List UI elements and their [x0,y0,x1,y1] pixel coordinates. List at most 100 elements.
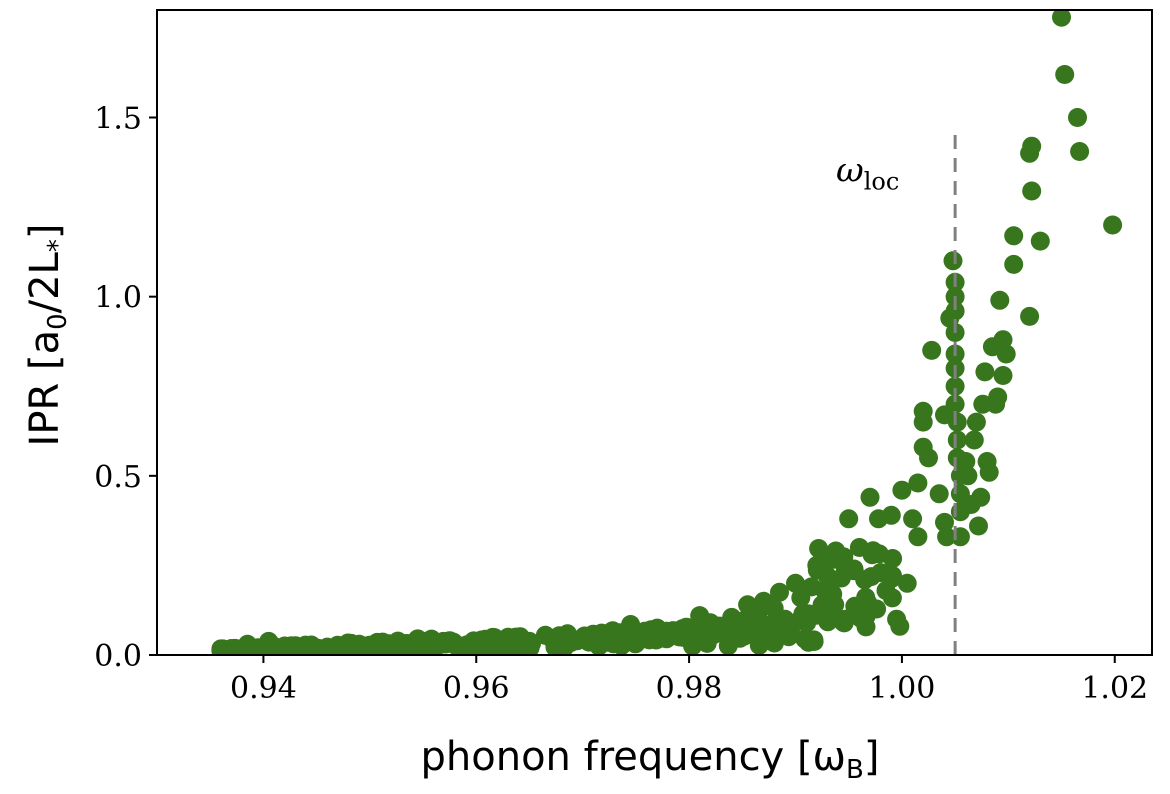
scatter-point [937,527,957,547]
scatter-point [839,509,859,529]
scatter-point [770,582,789,602]
scatter-points [211,10,1123,655]
scatter-point [956,452,976,471]
y-axis-title: IPR [a0/2L*] [22,224,73,447]
scatter-point [919,448,938,468]
x-tick-label: 1.00 [869,671,936,706]
scatter-point [504,628,523,648]
x-axis-title-main: phonon frequency [ω [421,734,847,780]
scatter-point [856,617,876,637]
x-axis-title-subscript: B [846,755,864,785]
scatter-point [333,639,353,655]
scatter-point [964,430,984,450]
scatter-point [663,621,683,641]
scatter-point [947,430,967,450]
scatter-point [1030,231,1050,251]
scatter-point [1022,181,1042,201]
scatter-point [488,634,507,654]
scatter-point [908,527,928,547]
y-axis-title-rest: /2L [22,251,68,313]
scatter-point [779,627,799,647]
x-tick-label: 1.02 [1081,671,1148,706]
scatter-point [456,637,476,655]
x-tick-label: 0.94 [230,671,297,706]
scatter-point [679,620,699,640]
scatter-point [881,505,901,525]
scatter-point [958,466,978,486]
scatter-point [979,462,999,482]
y-axis: 0.0 0.5 1.0 1.5 [94,102,157,674]
scatter-point [1068,108,1087,127]
y-tick-label: 1.5 [94,102,142,137]
x-axis-title-close: ] [864,734,880,780]
scatter-point [823,584,843,604]
scatter-point [732,611,752,631]
scatter-point [876,581,896,600]
scatter-point [935,512,954,532]
scatter-point [824,607,844,627]
scatter-point [945,301,965,321]
scatter-point [890,616,910,636]
scatter-point [802,577,821,597]
x-tick-label: 0.98 [656,671,723,706]
scatter-point [797,613,817,633]
scatter-point [301,635,321,655]
y-tick-label: 1.0 [94,281,142,316]
scatter-point [349,634,369,654]
scatter-point [845,596,865,616]
scatter-point [996,344,1016,364]
omega-loc-annotation: ωloc [836,150,899,195]
x-axis-title: phonon frequency [ωB] [421,734,880,785]
scatter-point [892,480,912,500]
scatter-point [971,487,991,507]
scatter-point [945,394,965,414]
scatter-point [1004,226,1024,246]
scatter-point [631,625,651,645]
y-tick-label: 0.0 [94,639,142,674]
scatter-point [472,630,492,650]
scatter-point [317,637,337,655]
scatter-point [1020,306,1040,326]
scatter-point [520,631,539,651]
scatter-point [947,412,967,432]
scatter-point [786,573,805,593]
scatter-point [913,401,933,421]
scatter-point [1070,142,1090,161]
scatter-point [440,631,460,651]
scatter-point [809,539,829,558]
scatter-point [871,563,891,583]
scatter-point [551,629,571,649]
scatter-point [975,362,995,382]
scatter-point [969,516,988,536]
y-axis-title-close: ] [22,224,68,240]
scatter-point [795,629,815,649]
omega-loc-symbol: ω [836,150,864,190]
scatter-point [365,636,385,655]
scatter-point [929,484,949,504]
scatter-point [908,473,928,493]
scatter-point [535,625,555,645]
scatter-point [275,636,295,655]
scatter-point [855,570,875,590]
scatter-point [990,290,1010,310]
scatter-point [1055,65,1075,84]
scatter-point [860,487,880,507]
scatter-point [945,376,965,396]
scatter-point [988,387,1008,407]
scatter-point [993,330,1013,350]
scatter-point [762,623,782,642]
x-tick-label: 0.96 [443,671,510,706]
y-axis-title-main: IPR [a [22,330,68,447]
plot-frame [156,9,1153,656]
scatter-point [966,412,986,432]
scatter-point [259,631,279,651]
scatter-point [943,251,963,271]
y-axis-title-subscript-2: * [43,239,73,252]
scatter-point [1022,136,1042,156]
omega-loc-subscript: loc [864,167,900,195]
scatter-point [381,638,401,655]
scatter-point [993,366,1013,385]
scatter-point [817,566,837,586]
scatter-point [424,635,444,655]
